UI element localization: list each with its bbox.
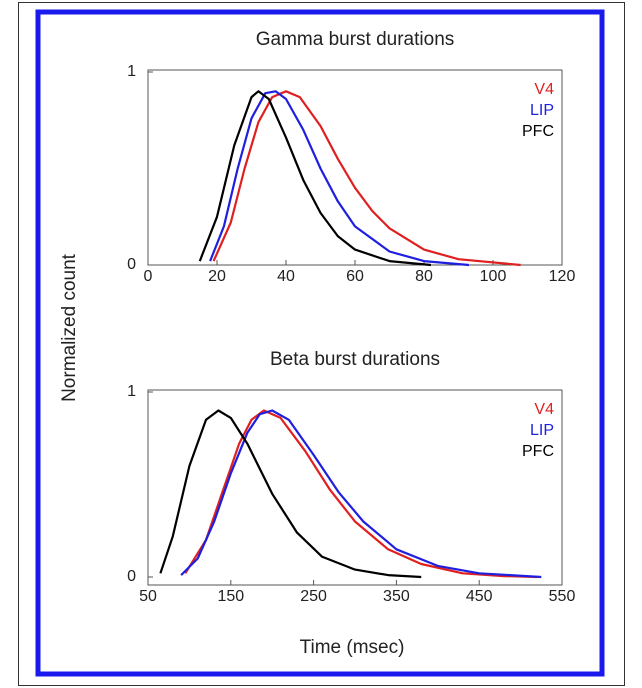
y-tick-label: 0: [127, 256, 136, 273]
x-tick-label: 60: [346, 268, 364, 285]
x-tick-label: 120: [549, 268, 576, 285]
legend-label: PFC: [522, 123, 554, 140]
line-series: [212, 90, 521, 267]
outer-frame: [18, 2, 625, 686]
line-series: [184, 409, 538, 579]
x-tick-label: 50: [139, 588, 157, 605]
line-series: [198, 90, 432, 267]
line-series: [209, 90, 469, 267]
line-series: [180, 409, 542, 579]
x-tick-label: 150: [217, 588, 244, 605]
chart-title: Gamma burst durations: [256, 29, 455, 50]
legend-label: V4: [534, 81, 554, 98]
y-tick-label: 1: [127, 63, 136, 80]
x-tick-label: 80: [415, 268, 433, 285]
x-tick-label: 0: [144, 268, 153, 285]
x-tick-label: 40: [277, 268, 295, 285]
blue-frame: [35, 9, 605, 677]
x-tick-label: 550: [549, 588, 576, 605]
x-tick-label: 350: [383, 588, 410, 605]
legend-label: LIP: [530, 102, 554, 119]
legend-label: V4: [534, 401, 554, 418]
line-series: [159, 409, 422, 579]
x-axis-label: Time (msec): [300, 637, 405, 658]
y-tick-label: 1: [127, 383, 136, 400]
y-axis-label: Normalized count: [59, 253, 80, 402]
legend-label: LIP: [530, 422, 554, 439]
x-tick-label: 250: [300, 588, 327, 605]
x-tick-label: 100: [480, 268, 507, 285]
y-tick-label: 0: [127, 568, 136, 585]
chart-title: Beta burst durations: [270, 349, 440, 370]
plot-frame: [147, 389, 563, 586]
x-tick-label: 20: [208, 268, 226, 285]
x-tick-label: 450: [466, 588, 493, 605]
legend-label: PFC: [522, 443, 554, 460]
